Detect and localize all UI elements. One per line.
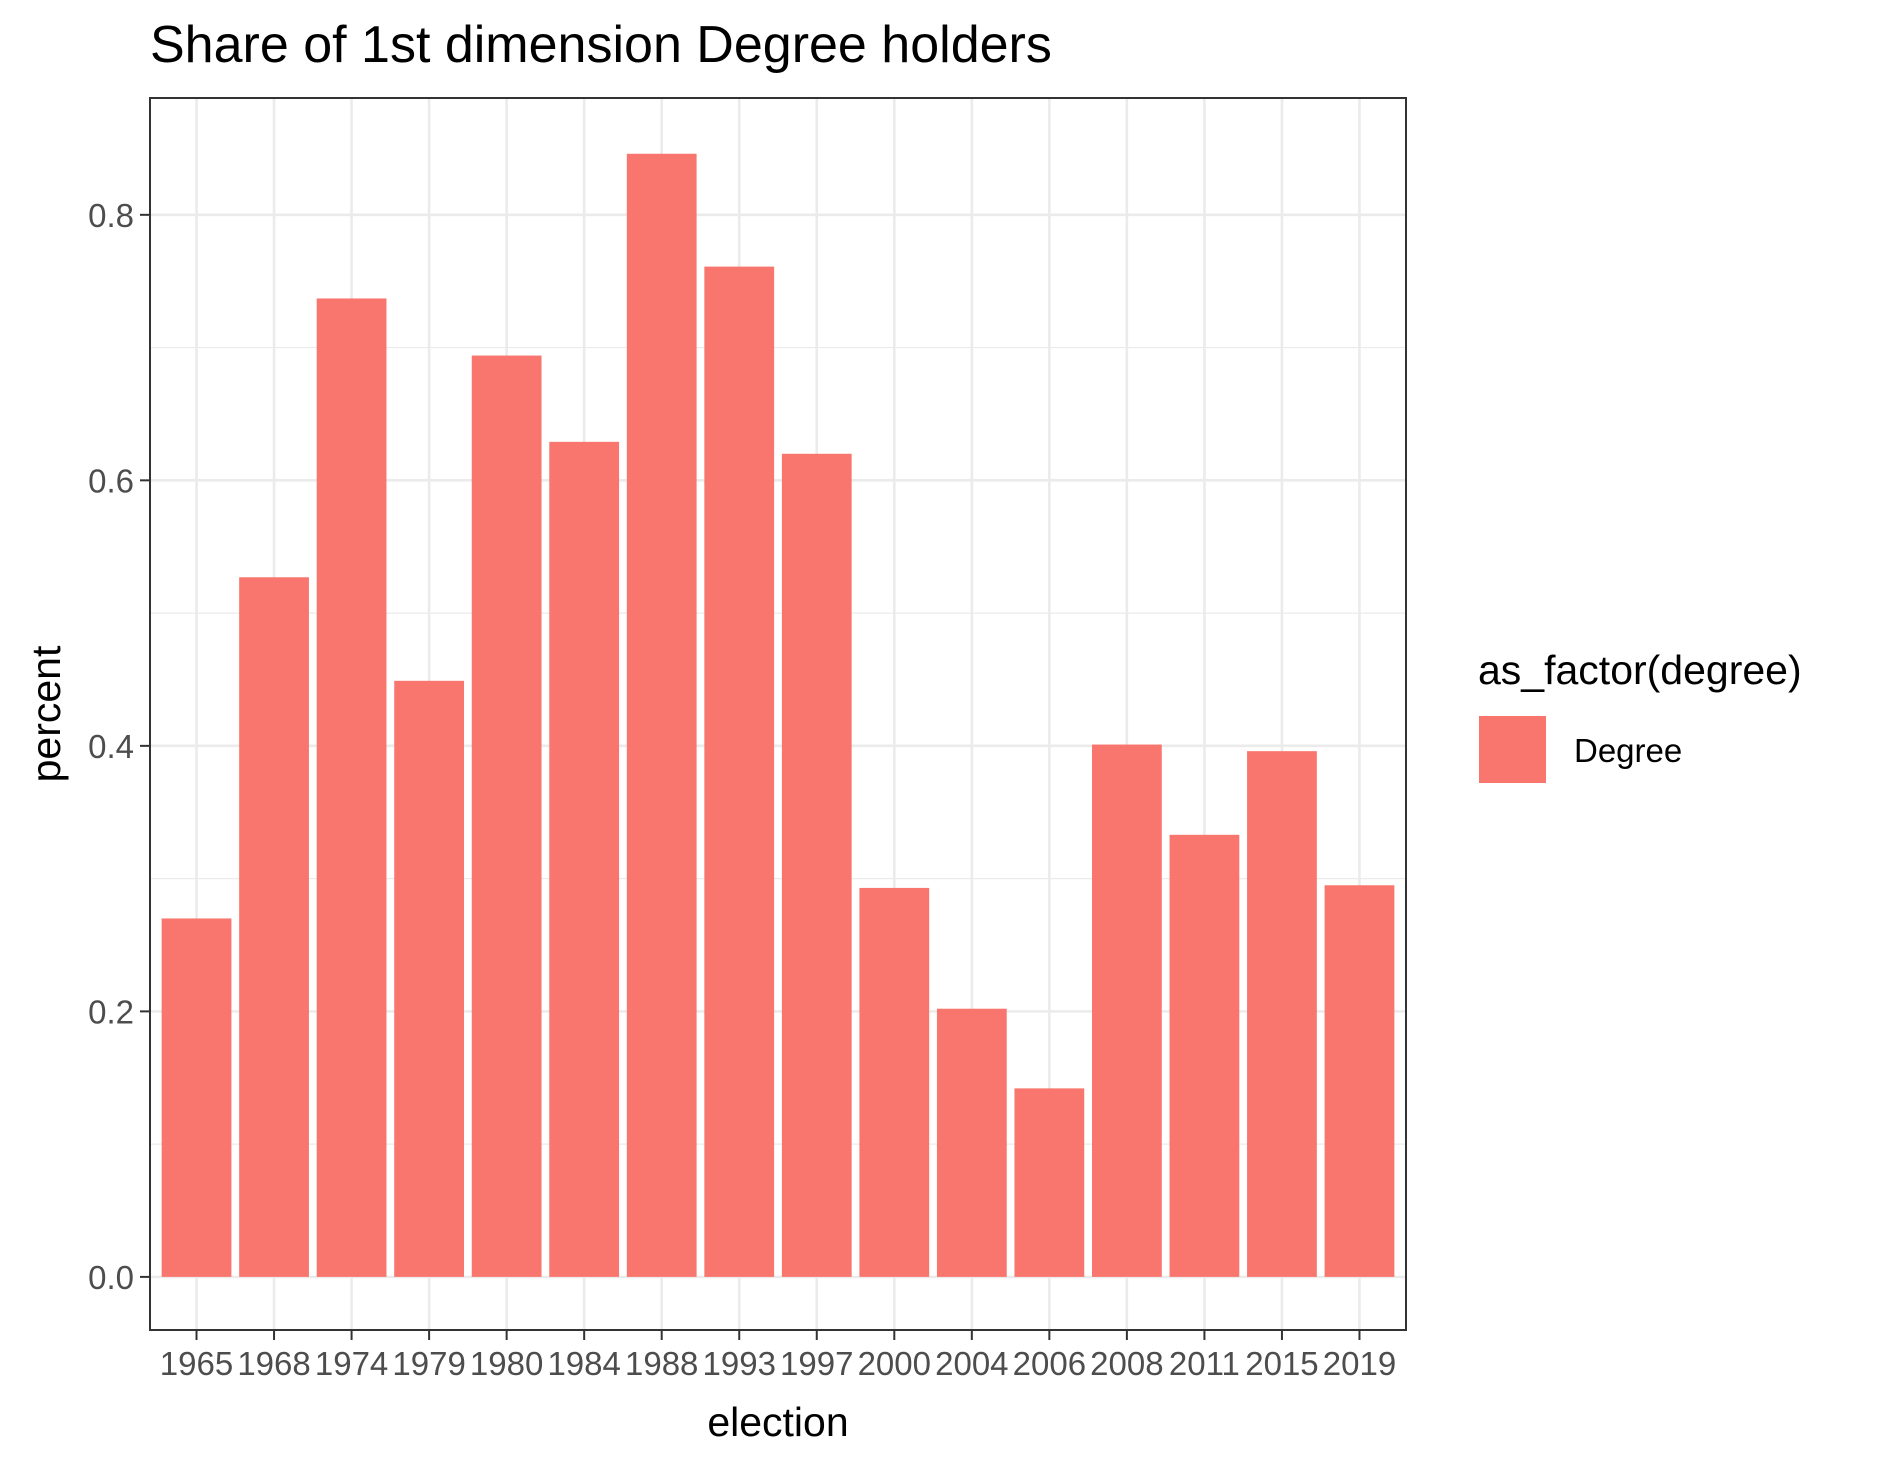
chart-title: Share of 1st dimension Degree holders	[150, 16, 1052, 74]
y-tick-label: 0.4	[88, 728, 134, 765]
legend: as_factor(degree) Degree	[1478, 647, 1802, 783]
x-tick-label: 1974	[315, 1345, 388, 1382]
x-tick-label: 2015	[1245, 1345, 1318, 1382]
bar-1988	[626, 153, 697, 1277]
x-tick-label: 2000	[858, 1345, 931, 1382]
x-tick-label: 1997	[780, 1345, 853, 1382]
y-tick-label: 0.0	[88, 1259, 134, 1296]
bar-2011	[1169, 834, 1240, 1277]
bar-series	[161, 153, 1395, 1277]
bar-1984	[549, 441, 620, 1277]
bar-1979	[394, 680, 464, 1277]
x-tick-label: 1979	[392, 1345, 465, 1382]
bar-1968	[239, 577, 309, 1277]
bar-1965	[161, 918, 232, 1277]
x-tick-label: 1993	[703, 1345, 776, 1382]
y-tick-label: 0.8	[88, 197, 134, 234]
x-tick-label: 2008	[1090, 1345, 1163, 1382]
plot-panel	[149, 97, 1407, 1331]
x-tick-label: 2004	[935, 1345, 1008, 1382]
panel-border	[149, 97, 1407, 1331]
bar-2006	[1014, 1088, 1085, 1277]
x-tick-label: 1988	[625, 1345, 698, 1382]
bar-2000	[859, 887, 930, 1277]
bar-1974	[316, 298, 387, 1277]
legend-label-degree: Degree	[1574, 732, 1682, 769]
x-tick-label: 1965	[160, 1345, 233, 1382]
x-tick-label: 2019	[1323, 1345, 1396, 1382]
bar-2004	[936, 1008, 1007, 1277]
x-axis: 1965 1968 1974 1979 1980 1984 1988 1993 1997 2000…	[160, 1330, 1396, 1382]
x-tick-label: 2011	[1169, 1345, 1240, 1382]
x-tick-label: 1968	[237, 1345, 310, 1382]
y-tick-label: 0.6	[88, 462, 134, 499]
y-tick-label: 0.2	[88, 993, 134, 1030]
x-tick-label: 2006	[1013, 1345, 1086, 1382]
bar-1980	[471, 355, 542, 1277]
x-tick-label: 1984	[547, 1345, 620, 1382]
x-axis-title: election	[707, 1399, 848, 1445]
y-axis: 0.0 0.2 0.4 0.6 0.8	[88, 197, 150, 1296]
legend-key-degree	[1479, 716, 1546, 783]
bar-2015	[1247, 751, 1317, 1277]
bar-2019	[1324, 885, 1395, 1277]
legend-title: as_factor(degree)	[1478, 647, 1802, 693]
bar-1993	[704, 266, 775, 1277]
y-axis-title: percent	[23, 645, 69, 782]
bar-2008	[1092, 744, 1162, 1277]
x-tick-label: 1980	[470, 1345, 543, 1382]
bar-1997	[781, 453, 852, 1277]
